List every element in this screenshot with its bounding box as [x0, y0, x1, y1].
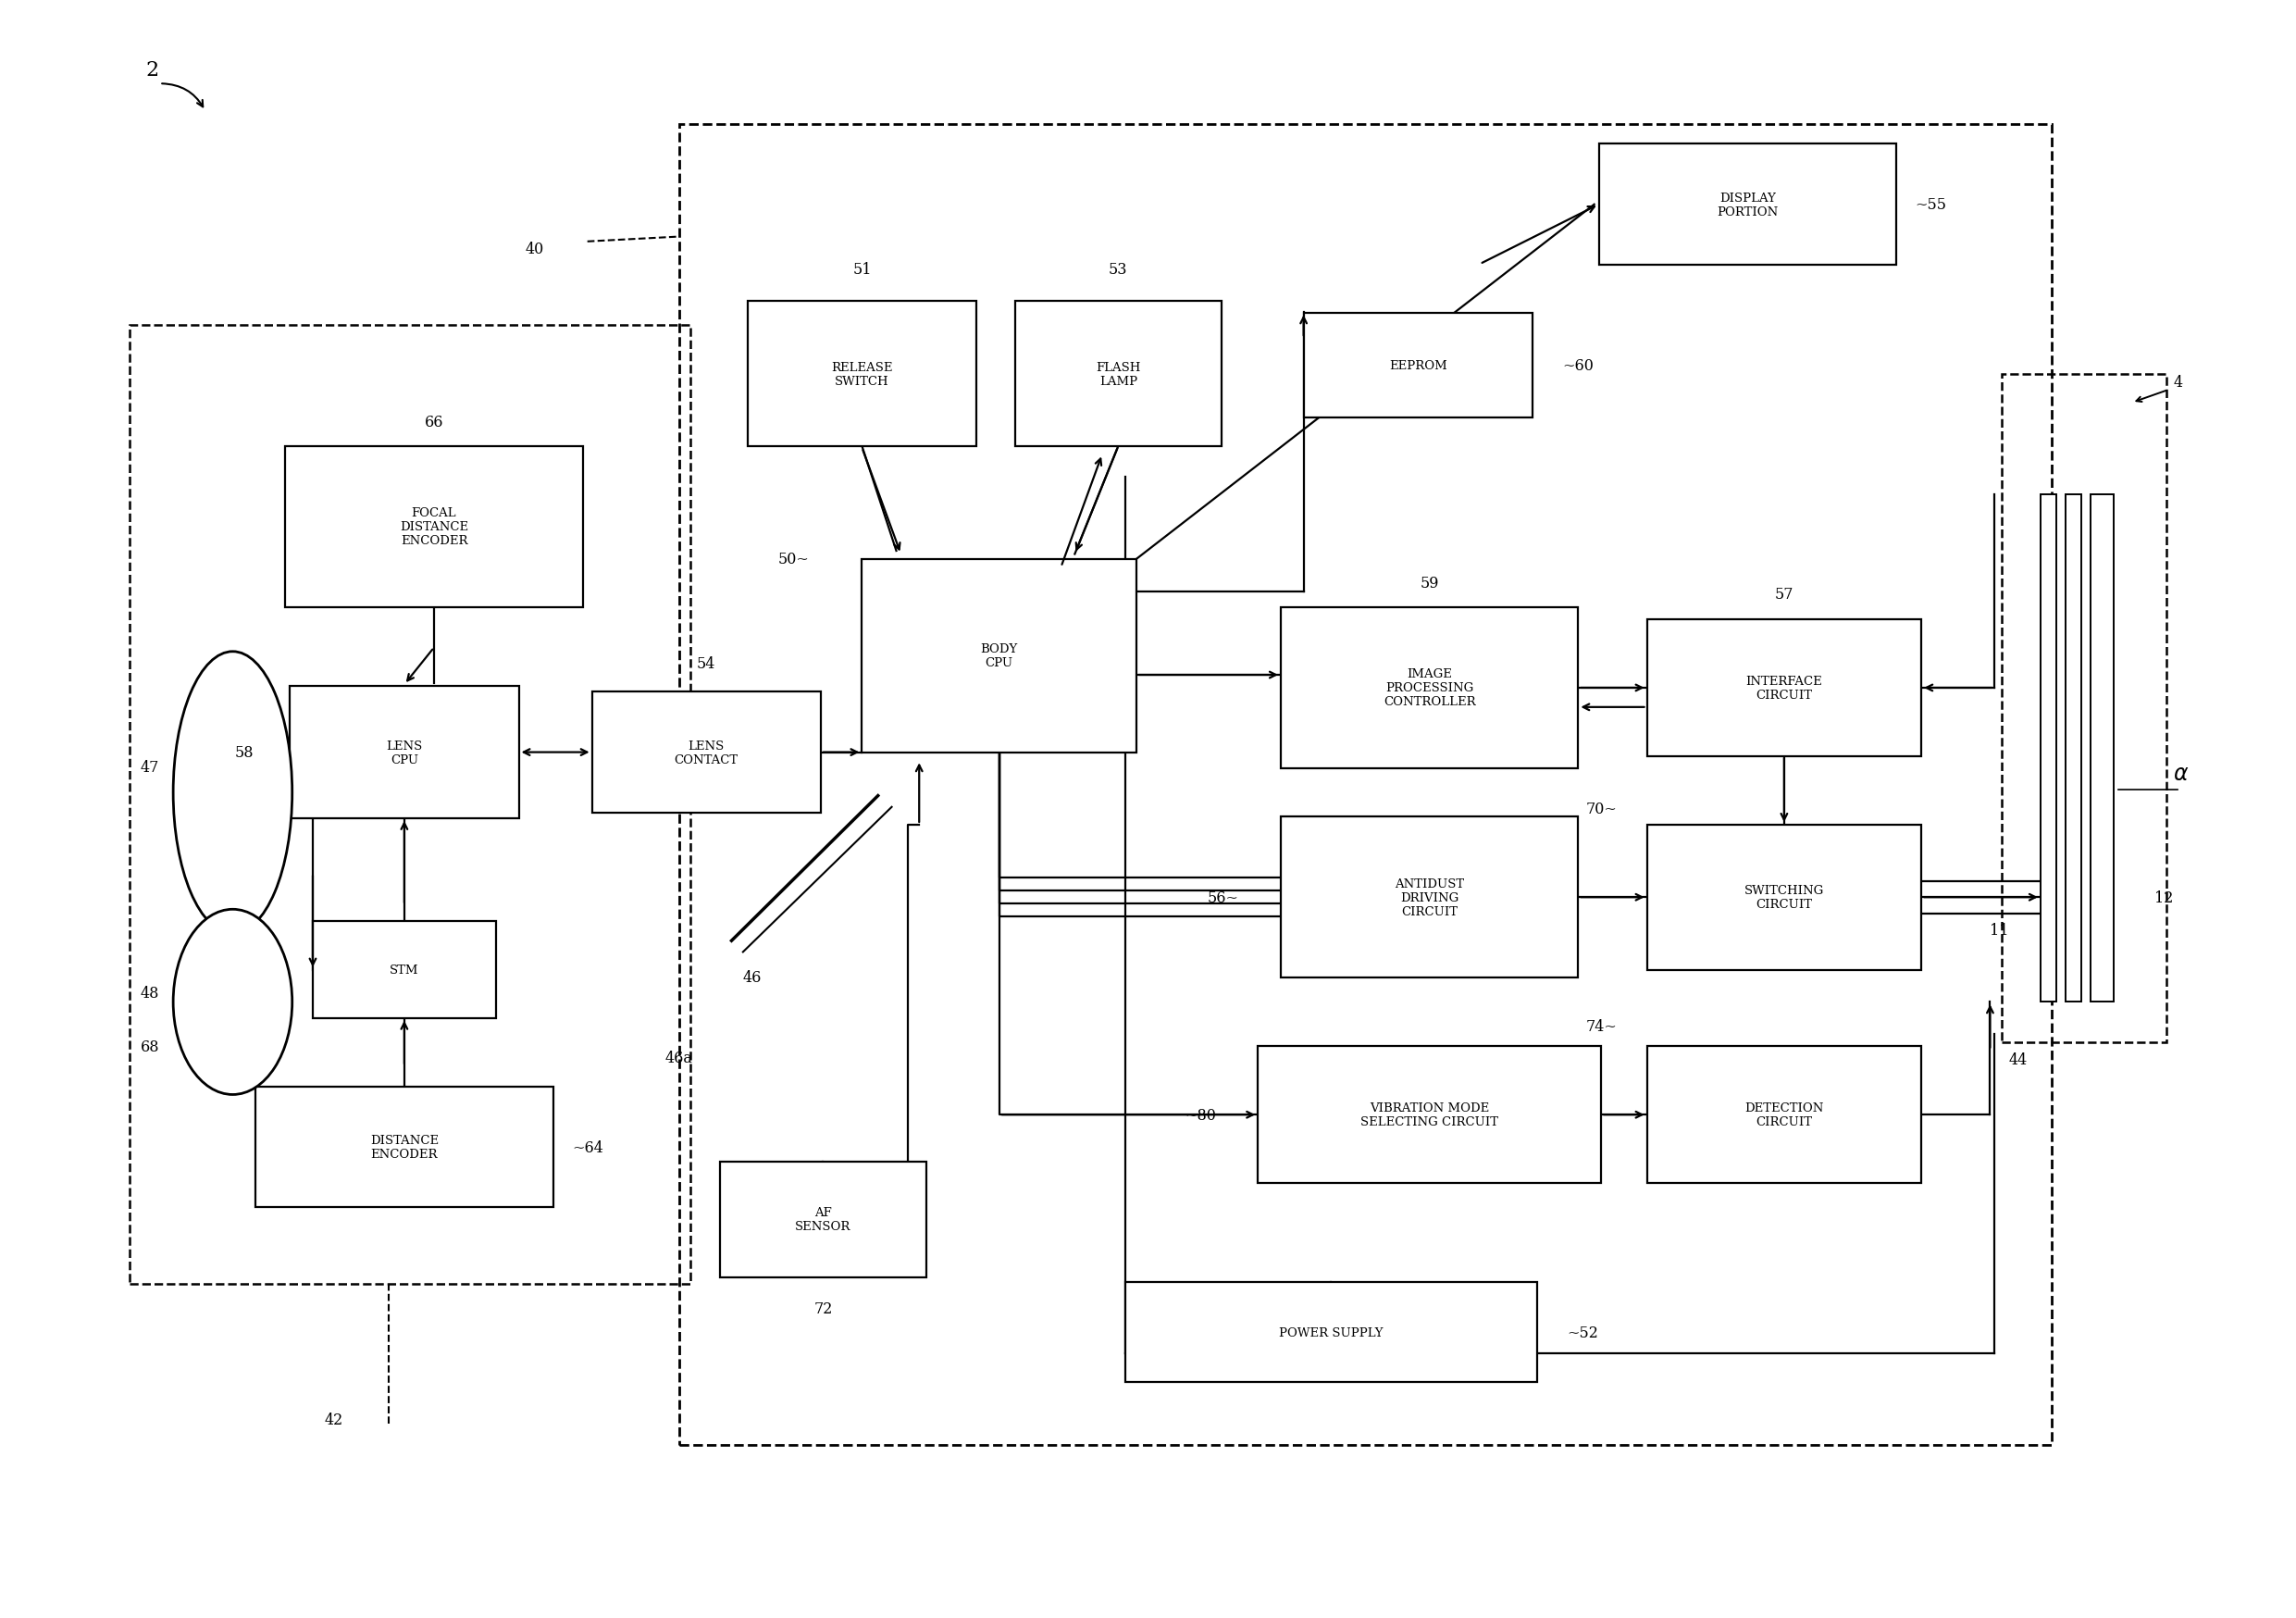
Text: ~60: ~60	[1564, 358, 1593, 374]
Text: 51: 51	[852, 262, 872, 277]
Text: INTERFACE
CIRCUIT: INTERFACE CIRCUIT	[1745, 675, 1823, 701]
Text: 70~: 70~	[1587, 801, 1616, 817]
Bar	[255, 1087, 553, 1207]
Bar	[1281, 608, 1577, 769]
Bar	[285, 447, 583, 608]
Text: 53: 53	[1109, 262, 1127, 277]
Text: FOCAL
DISTANCE
ENCODER: FOCAL DISTANCE ENCODER	[400, 508, 468, 547]
Text: BODY
CPU: BODY CPU	[980, 642, 1017, 668]
Text: 2: 2	[145, 60, 158, 81]
Text: ~52: ~52	[1568, 1325, 1598, 1340]
Bar	[748, 303, 976, 447]
Text: 59: 59	[1419, 576, 1440, 592]
Text: SWITCHING
CIRCUIT: SWITCHING CIRCUIT	[1745, 885, 1823, 911]
Text: ~55: ~55	[1915, 197, 1947, 214]
Text: 57: 57	[1775, 587, 1793, 602]
Text: 48: 48	[140, 985, 158, 1002]
Text: 4: 4	[2172, 375, 2183, 392]
Bar	[1258, 1047, 1600, 1183]
Text: AF
SENSOR: AF SENSOR	[794, 1207, 852, 1233]
Bar	[592, 693, 820, 812]
Text: 54: 54	[698, 657, 716, 671]
Text: VIBRATION MODE
SELECTING CIRCUIT: VIBRATION MODE SELECTING CIRCUIT	[1362, 1102, 1499, 1128]
Text: 42: 42	[324, 1413, 342, 1427]
Text: 11: 11	[1988, 922, 2009, 938]
Bar	[129, 325, 691, 1285]
Text: IMAGE
PROCESSING
CONTROLLER: IMAGE PROCESSING CONTROLLER	[1384, 668, 1476, 709]
Text: ~64: ~64	[572, 1139, 604, 1155]
Text: DETECTION
CIRCUIT: DETECTION CIRCUIT	[1745, 1102, 1823, 1128]
Bar	[312, 922, 496, 1018]
Text: $\alpha$: $\alpha$	[2172, 764, 2188, 785]
Bar	[680, 125, 2053, 1445]
Text: DISPLAY
PORTION: DISPLAY PORTION	[1717, 193, 1777, 218]
Text: EEPROM: EEPROM	[1389, 361, 1446, 372]
Bar	[2002, 374, 2167, 1042]
Text: DISTANCE
ENCODER: DISTANCE ENCODER	[370, 1134, 439, 1160]
Ellipse shape	[172, 909, 292, 1095]
Ellipse shape	[172, 652, 292, 934]
Text: STM: STM	[390, 964, 418, 976]
Text: 66: 66	[425, 414, 443, 430]
Bar	[721, 1162, 925, 1278]
Bar	[2066, 495, 2082, 1002]
Text: 72: 72	[813, 1301, 833, 1315]
Text: 44: 44	[2009, 1052, 2027, 1068]
Text: POWER SUPPLY: POWER SUPPLY	[1279, 1327, 1382, 1338]
Text: FLASH
LAMP: FLASH LAMP	[1095, 361, 1141, 387]
Text: 50~: 50~	[778, 552, 808, 568]
Bar	[1015, 303, 1221, 447]
Text: 58: 58	[234, 744, 253, 760]
Text: LENS
CPU: LENS CPU	[386, 739, 422, 765]
Bar	[1646, 1047, 1922, 1183]
Text: 74~: 74~	[1587, 1018, 1616, 1034]
Text: 12: 12	[2156, 890, 2174, 906]
Text: 56~: 56~	[1208, 890, 1240, 906]
Bar	[861, 560, 1137, 752]
Bar	[1646, 620, 1922, 757]
Text: RELEASE
SWITCH: RELEASE SWITCH	[831, 361, 893, 387]
Text: 47: 47	[140, 760, 158, 775]
Bar	[1304, 314, 1531, 419]
Text: ~80: ~80	[1185, 1107, 1217, 1123]
Text: 68: 68	[140, 1039, 158, 1055]
Bar	[1646, 825, 1922, 971]
Text: 46a: 46a	[666, 1050, 693, 1066]
Bar	[1281, 817, 1577, 977]
Bar	[1125, 1283, 1536, 1382]
Text: 40: 40	[526, 241, 544, 257]
Text: LENS
CONTACT: LENS CONTACT	[675, 739, 739, 765]
Bar	[2041, 495, 2057, 1002]
Bar	[1598, 144, 1896, 265]
Bar	[289, 686, 519, 819]
Bar	[2092, 495, 2115, 1002]
Text: 46: 46	[742, 969, 762, 985]
Text: ANTIDUST
DRIVING
CIRCUIT: ANTIDUST DRIVING CIRCUIT	[1394, 877, 1465, 917]
